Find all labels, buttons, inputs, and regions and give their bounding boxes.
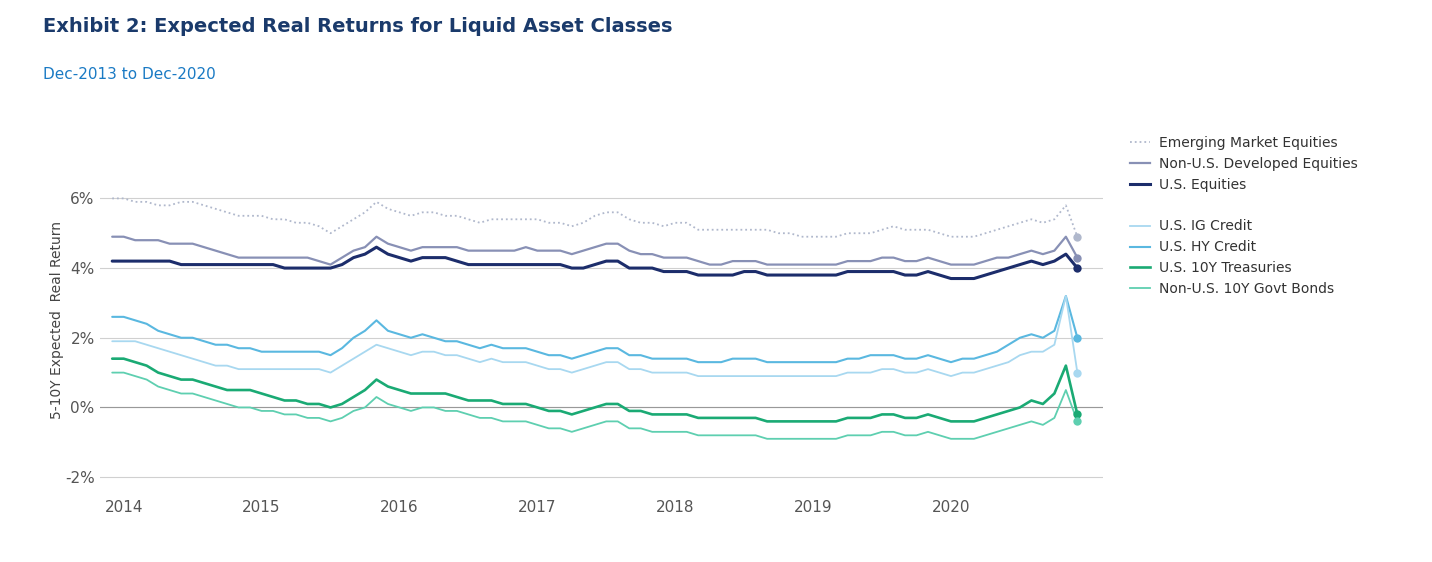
Legend: Emerging Market Equities, Non-U.S. Developed Equities, U.S. Equities, , U.S. IG : Emerging Market Equities, Non-U.S. Devel… — [1130, 135, 1358, 296]
Text: Exhibit 2: Expected Real Returns for Liquid Asset Classes: Exhibit 2: Expected Real Returns for Liq… — [43, 17, 673, 36]
Y-axis label: 5-10Y Expected  Real Return: 5-10Y Expected Real Return — [50, 221, 63, 419]
Text: Dec-2013 to Dec-2020: Dec-2013 to Dec-2020 — [43, 67, 216, 83]
